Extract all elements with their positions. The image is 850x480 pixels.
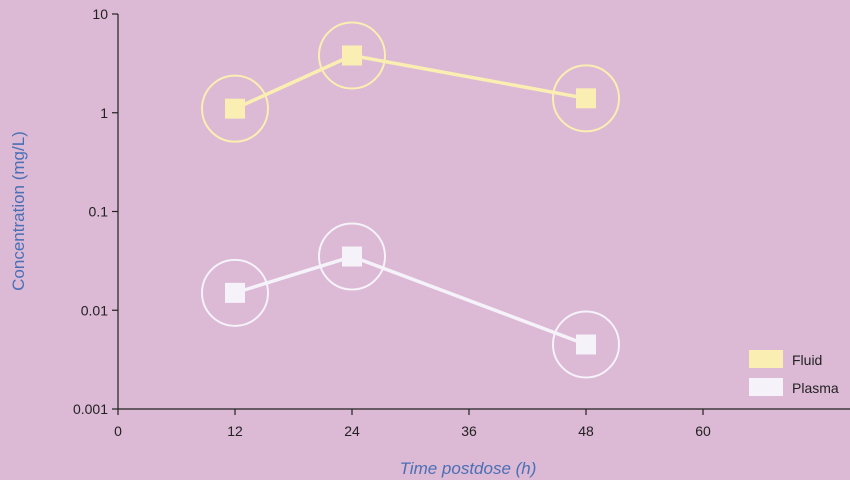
- point-ring-fluid: [318, 21, 386, 90]
- x-ticks: 0 12 24 36 48 60: [114, 409, 711, 439]
- series-line-fluid: [234, 53, 587, 111]
- y-tick-label: 0.01: [81, 302, 108, 318]
- data-point-plasma: [576, 334, 596, 355]
- x-tick-label: 36: [461, 423, 477, 439]
- y-ticks: 0.001 0.01 0.1 1 10: [73, 6, 118, 417]
- y-tick-label: 0.001: [73, 401, 108, 417]
- legend: Fluid Plasma: [749, 350, 839, 396]
- point-ring-plasma: [201, 258, 269, 327]
- y-tick-label: 1: [100, 105, 108, 121]
- x-axis-title: Time postdose (h): [400, 459, 537, 478]
- x-tick-label: 12: [227, 423, 243, 439]
- y-tick-label: 0.1: [89, 204, 109, 220]
- legend-label-plasma: Plasma: [792, 380, 839, 396]
- y-axis-title: Concentration (mg/L): [9, 131, 28, 291]
- data-point-plasma: [342, 246, 362, 267]
- point-ring-fluid: [201, 74, 269, 143]
- point-ring-fluid: [552, 64, 620, 133]
- series-line-plasma: [234, 254, 587, 347]
- x-tick-label: 60: [695, 423, 711, 439]
- x-tick-label: 48: [578, 423, 594, 439]
- legend-swatch-plasma: [749, 378, 783, 396]
- data-point-fluid: [225, 98, 245, 119]
- data-point-fluid: [342, 45, 362, 66]
- point-ring-plasma: [552, 310, 620, 379]
- x-tick-label: 24: [344, 423, 360, 439]
- data-point-fluid: [576, 88, 596, 109]
- series-layer: [201, 21, 620, 379]
- x-tick-label: 0: [114, 423, 122, 439]
- y-tick-label: 10: [92, 6, 108, 22]
- point-ring-plasma: [318, 222, 386, 291]
- legend-label-fluid: Fluid: [792, 352, 822, 368]
- legend-swatch-fluid: [749, 350, 783, 368]
- data-point-plasma: [225, 282, 245, 303]
